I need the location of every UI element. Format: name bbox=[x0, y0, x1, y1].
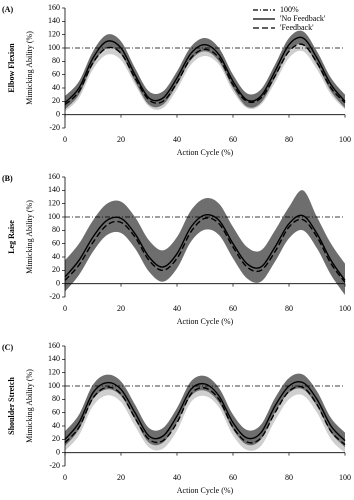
x-tick-label: 40 bbox=[173, 304, 181, 313]
series-line bbox=[64, 43, 346, 106]
x-tick-label: 60 bbox=[229, 304, 237, 313]
y-tick-label: 120 bbox=[48, 198, 60, 207]
x-axis-title: Action Cycle (%) bbox=[177, 148, 234, 157]
panel-title: Elbow Flexion bbox=[7, 43, 16, 93]
y-tick-label: 60 bbox=[52, 407, 60, 416]
y-axis-title: Mimicking Ability (%) bbox=[25, 369, 34, 443]
x-tick-label: 20 bbox=[117, 135, 125, 144]
band bbox=[65, 40, 345, 112]
legend-label: 100% bbox=[280, 5, 299, 14]
x-tick-label: 80 bbox=[285, 304, 293, 313]
x-tick-label: 20 bbox=[117, 473, 125, 482]
y-tick-label: 80 bbox=[52, 394, 60, 403]
x-tick-label: 40 bbox=[173, 135, 181, 144]
y-tick-label: 120 bbox=[48, 367, 60, 376]
band bbox=[65, 190, 345, 295]
x-tick-label: 0 bbox=[63, 473, 67, 482]
y-tick-label: -20 bbox=[49, 461, 60, 470]
x-tick-label: 60 bbox=[229, 473, 237, 482]
y-tick-label: 120 bbox=[48, 29, 60, 38]
x-tick-label: 100 bbox=[339, 304, 351, 313]
y-tick-label: 160 bbox=[48, 341, 60, 350]
series-line bbox=[64, 217, 346, 283]
legend-label: 'Feedback' bbox=[280, 23, 314, 32]
series-line bbox=[64, 381, 346, 442]
panel-title: Leg Raise bbox=[7, 220, 16, 254]
y-tick-label: -20 bbox=[49, 123, 60, 132]
x-tick-label: 80 bbox=[285, 473, 293, 482]
panel-label: (A) bbox=[2, 5, 13, 14]
series-line bbox=[64, 36, 346, 104]
y-tick-label: 40 bbox=[52, 252, 60, 261]
series-line bbox=[64, 213, 346, 281]
x-axis-title: Action Cycle (%) bbox=[177, 317, 234, 326]
panel-title: Shoulder Stretch bbox=[7, 377, 16, 435]
x-tick-label: 60 bbox=[229, 135, 237, 144]
panel-label: (C) bbox=[2, 343, 13, 352]
y-tick-label: 20 bbox=[52, 96, 60, 105]
x-axis-title: Action Cycle (%) bbox=[177, 486, 234, 495]
y-tick-label: 100 bbox=[48, 43, 60, 52]
y-tick-label: 20 bbox=[52, 265, 60, 274]
legend-label: 'No Feedback' bbox=[280, 14, 326, 23]
x-tick-label: 0 bbox=[63, 135, 67, 144]
y-tick-label: 80 bbox=[52, 56, 60, 65]
y-tick-label: 140 bbox=[48, 354, 60, 363]
x-tick-label: 100 bbox=[339, 135, 351, 144]
y-tick-label: 20 bbox=[52, 434, 60, 443]
y-tick-label: 40 bbox=[52, 421, 60, 430]
x-tick-label: 0 bbox=[63, 304, 67, 313]
y-tick-label: 0 bbox=[56, 278, 60, 287]
x-tick-label: 40 bbox=[173, 473, 181, 482]
y-tick-label: 160 bbox=[48, 172, 60, 181]
y-tick-label: 160 bbox=[48, 3, 60, 12]
y-tick-label: 0 bbox=[56, 447, 60, 456]
y-axis-title: Mimicking Ability (%) bbox=[25, 200, 34, 274]
panel-label: (B) bbox=[2, 174, 13, 183]
y-tick-label: 140 bbox=[48, 185, 60, 194]
band bbox=[65, 30, 345, 110]
y-tick-label: 100 bbox=[48, 381, 60, 390]
x-tick-label: 100 bbox=[339, 473, 351, 482]
y-tick-label: 80 bbox=[52, 225, 60, 234]
band bbox=[65, 382, 345, 453]
y-tick-label: 40 bbox=[52, 83, 60, 92]
y-axis-title: Mimicking Ability (%) bbox=[25, 31, 34, 105]
x-tick-label: 80 bbox=[285, 135, 293, 144]
y-tick-label: 60 bbox=[52, 69, 60, 78]
y-tick-label: 140 bbox=[48, 16, 60, 25]
y-tick-label: -20 bbox=[49, 292, 60, 301]
series-line bbox=[64, 385, 346, 446]
y-tick-label: 100 bbox=[48, 212, 60, 221]
y-tick-label: 0 bbox=[56, 109, 60, 118]
y-tick-label: 60 bbox=[52, 238, 60, 247]
x-tick-label: 20 bbox=[117, 304, 125, 313]
